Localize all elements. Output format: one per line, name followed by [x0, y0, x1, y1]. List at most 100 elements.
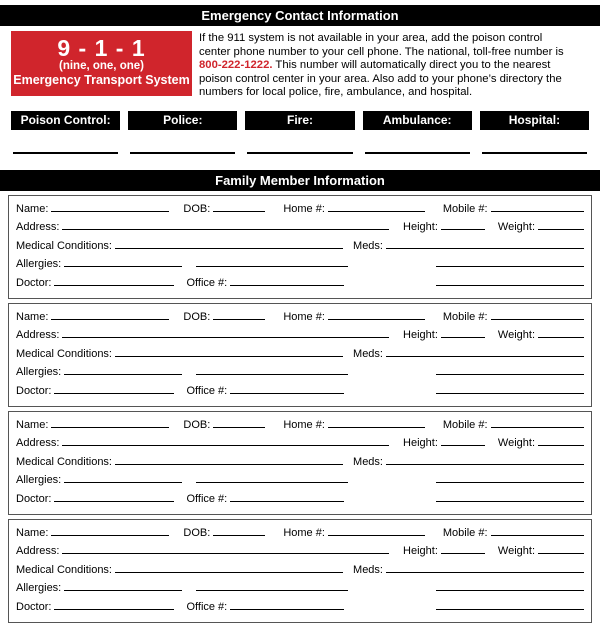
allergies-label: Allergies: — [16, 474, 62, 487]
office-phone-field-line[interactable] — [230, 599, 345, 610]
meds-continued-line-2[interactable] — [436, 275, 584, 286]
home-phone-label: Home #: — [283, 202, 325, 215]
height-field-line[interactable] — [440, 543, 485, 555]
mobile-phone-field-line[interactable] — [490, 309, 584, 320]
fire-fill-line[interactable] — [247, 151, 353, 154]
height-field-line[interactable] — [440, 327, 485, 339]
height-field-line[interactable] — [440, 219, 485, 231]
name-field-line[interactable] — [51, 201, 170, 212]
meds-field-line[interactable] — [386, 562, 584, 573]
mobile-phone-label: Mobile #: — [442, 418, 488, 431]
doctor-field-line[interactable] — [54, 275, 175, 286]
mobile-phone-field-line[interactable] — [490, 201, 584, 212]
doctor-field-line[interactable] — [54, 383, 175, 394]
dob-field-line[interactable] — [213, 309, 266, 320]
emergency-contact-section-title: Emergency Contact Information — [201, 8, 399, 23]
medical-conditions-field-line[interactable] — [115, 562, 344, 573]
medical-conditions-label: Medical Conditions: — [16, 455, 112, 468]
allergies-field-line[interactable] — [64, 472, 183, 484]
meds-continued-line[interactable] — [436, 580, 584, 592]
meds-continued-line[interactable] — [436, 472, 584, 484]
office-phone-field-line[interactable] — [230, 383, 345, 394]
doctor-label: Doctor: — [16, 492, 52, 505]
meds-continued-line-2[interactable] — [436, 491, 584, 502]
member-row-allergies: Allergies: — [16, 472, 584, 491]
office-phone-label: Office #: — [186, 492, 228, 505]
police-fill-line[interactable] — [130, 151, 236, 154]
hospital-fill-line[interactable] — [481, 151, 588, 154]
meds-continued-line-2[interactable] — [436, 599, 584, 610]
height-label: Height: — [403, 221, 438, 234]
home-phone-field-line[interactable] — [327, 525, 425, 536]
member-row-medical: Medical Conditions: Meds: — [16, 454, 584, 473]
name-field-line[interactable] — [51, 417, 170, 428]
meds-continued-line-2[interactable] — [436, 383, 584, 394]
address-label: Address: — [16, 329, 60, 342]
police-label: Police: — [128, 110, 238, 130]
contact-col-poison-control: Poison Control: — [11, 110, 121, 154]
home-phone-field-line[interactable] — [327, 417, 425, 428]
medical-conditions-field-line[interactable] — [115, 454, 344, 465]
member-row-medical: Medical Conditions: Meds: — [16, 238, 584, 257]
weight-field-line[interactable] — [538, 435, 584, 447]
meds-continued-line[interactable] — [436, 256, 584, 268]
name-label: Name: — [16, 418, 49, 431]
mobile-phone-label: Mobile #: — [442, 202, 488, 215]
allergies-continued-line[interactable] — [196, 256, 349, 268]
911-number-words: (nine, one, one) — [59, 60, 144, 72]
allergies-field-line[interactable] — [64, 364, 183, 376]
allergies-continued-line[interactable] — [196, 364, 349, 376]
home-phone-field-line[interactable] — [327, 309, 425, 320]
office-phone-label: Office #: — [186, 600, 228, 613]
dob-field-line[interactable] — [213, 201, 266, 212]
mobile-phone-field-line[interactable] — [490, 525, 584, 536]
member-row-name: Name: DOB: Home #: Mobile #: — [16, 309, 584, 328]
meds-field-line[interactable] — [386, 238, 584, 249]
allergies-continued-line[interactable] — [196, 580, 349, 592]
meds-label: Meds: — [353, 347, 383, 360]
address-field-line[interactable] — [62, 327, 390, 339]
address-field-line[interactable] — [62, 219, 390, 231]
height-label: Height: — [403, 545, 438, 558]
emergency-contact-form-page: Emergency Contact Information 9 - 1 - 1 … — [0, 5, 600, 623]
allergies-continued-line[interactable] — [196, 472, 349, 484]
medical-conditions-label: Medical Conditions: — [16, 347, 112, 360]
ambulance-label: Ambulance: — [362, 110, 472, 130]
allergies-field-line[interactable] — [64, 580, 183, 592]
office-phone-field-line[interactable] — [230, 275, 345, 286]
dob-field-line[interactable] — [213, 417, 266, 428]
member-row-address: Address: Height: Weight: — [16, 543, 584, 562]
meds-field-line[interactable] — [386, 454, 584, 465]
weight-field-line[interactable] — [538, 543, 584, 555]
doctor-field-line[interactable] — [54, 491, 175, 502]
home-phone-field-line[interactable] — [327, 201, 425, 212]
911-info-section: 9 - 1 - 1 (nine, one, one) Emergency Tra… — [11, 31, 590, 100]
ambulance-fill-line[interactable] — [364, 151, 470, 154]
medical-conditions-field-line[interactable] — [115, 238, 344, 249]
name-field-line[interactable] — [51, 309, 170, 320]
poison-control-fill-line[interactable] — [13, 151, 119, 154]
member-row-allergies: Allergies: — [16, 256, 584, 275]
name-field-line[interactable] — [51, 525, 170, 536]
doctor-label: Doctor: — [16, 276, 52, 289]
address-field-line[interactable] — [62, 435, 390, 447]
allergies-field-line[interactable] — [64, 256, 183, 268]
name-label: Name: — [16, 310, 49, 323]
meds-continued-line[interactable] — [436, 364, 584, 376]
meds-label: Meds: — [353, 455, 383, 468]
medical-conditions-field-line[interactable] — [115, 346, 344, 357]
height-field-line[interactable] — [440, 435, 485, 447]
member-row-name: Name: DOB: Home #: Mobile #: — [16, 201, 584, 220]
doctor-field-line[interactable] — [54, 599, 175, 610]
address-label: Address: — [16, 545, 60, 558]
mobile-phone-field-line[interactable] — [490, 417, 584, 428]
hospital-label: Hospital: — [479, 110, 590, 130]
address-field-line[interactable] — [62, 543, 390, 555]
dob-field-line[interactable] — [213, 525, 266, 536]
meds-field-line[interactable] — [386, 346, 584, 357]
office-phone-field-line[interactable] — [230, 491, 345, 502]
member-row-doctor: Doctor: Office #: — [16, 491, 584, 510]
name-label: Name: — [16, 202, 49, 215]
weight-field-line[interactable] — [538, 327, 584, 339]
weight-field-line[interactable] — [538, 219, 584, 231]
